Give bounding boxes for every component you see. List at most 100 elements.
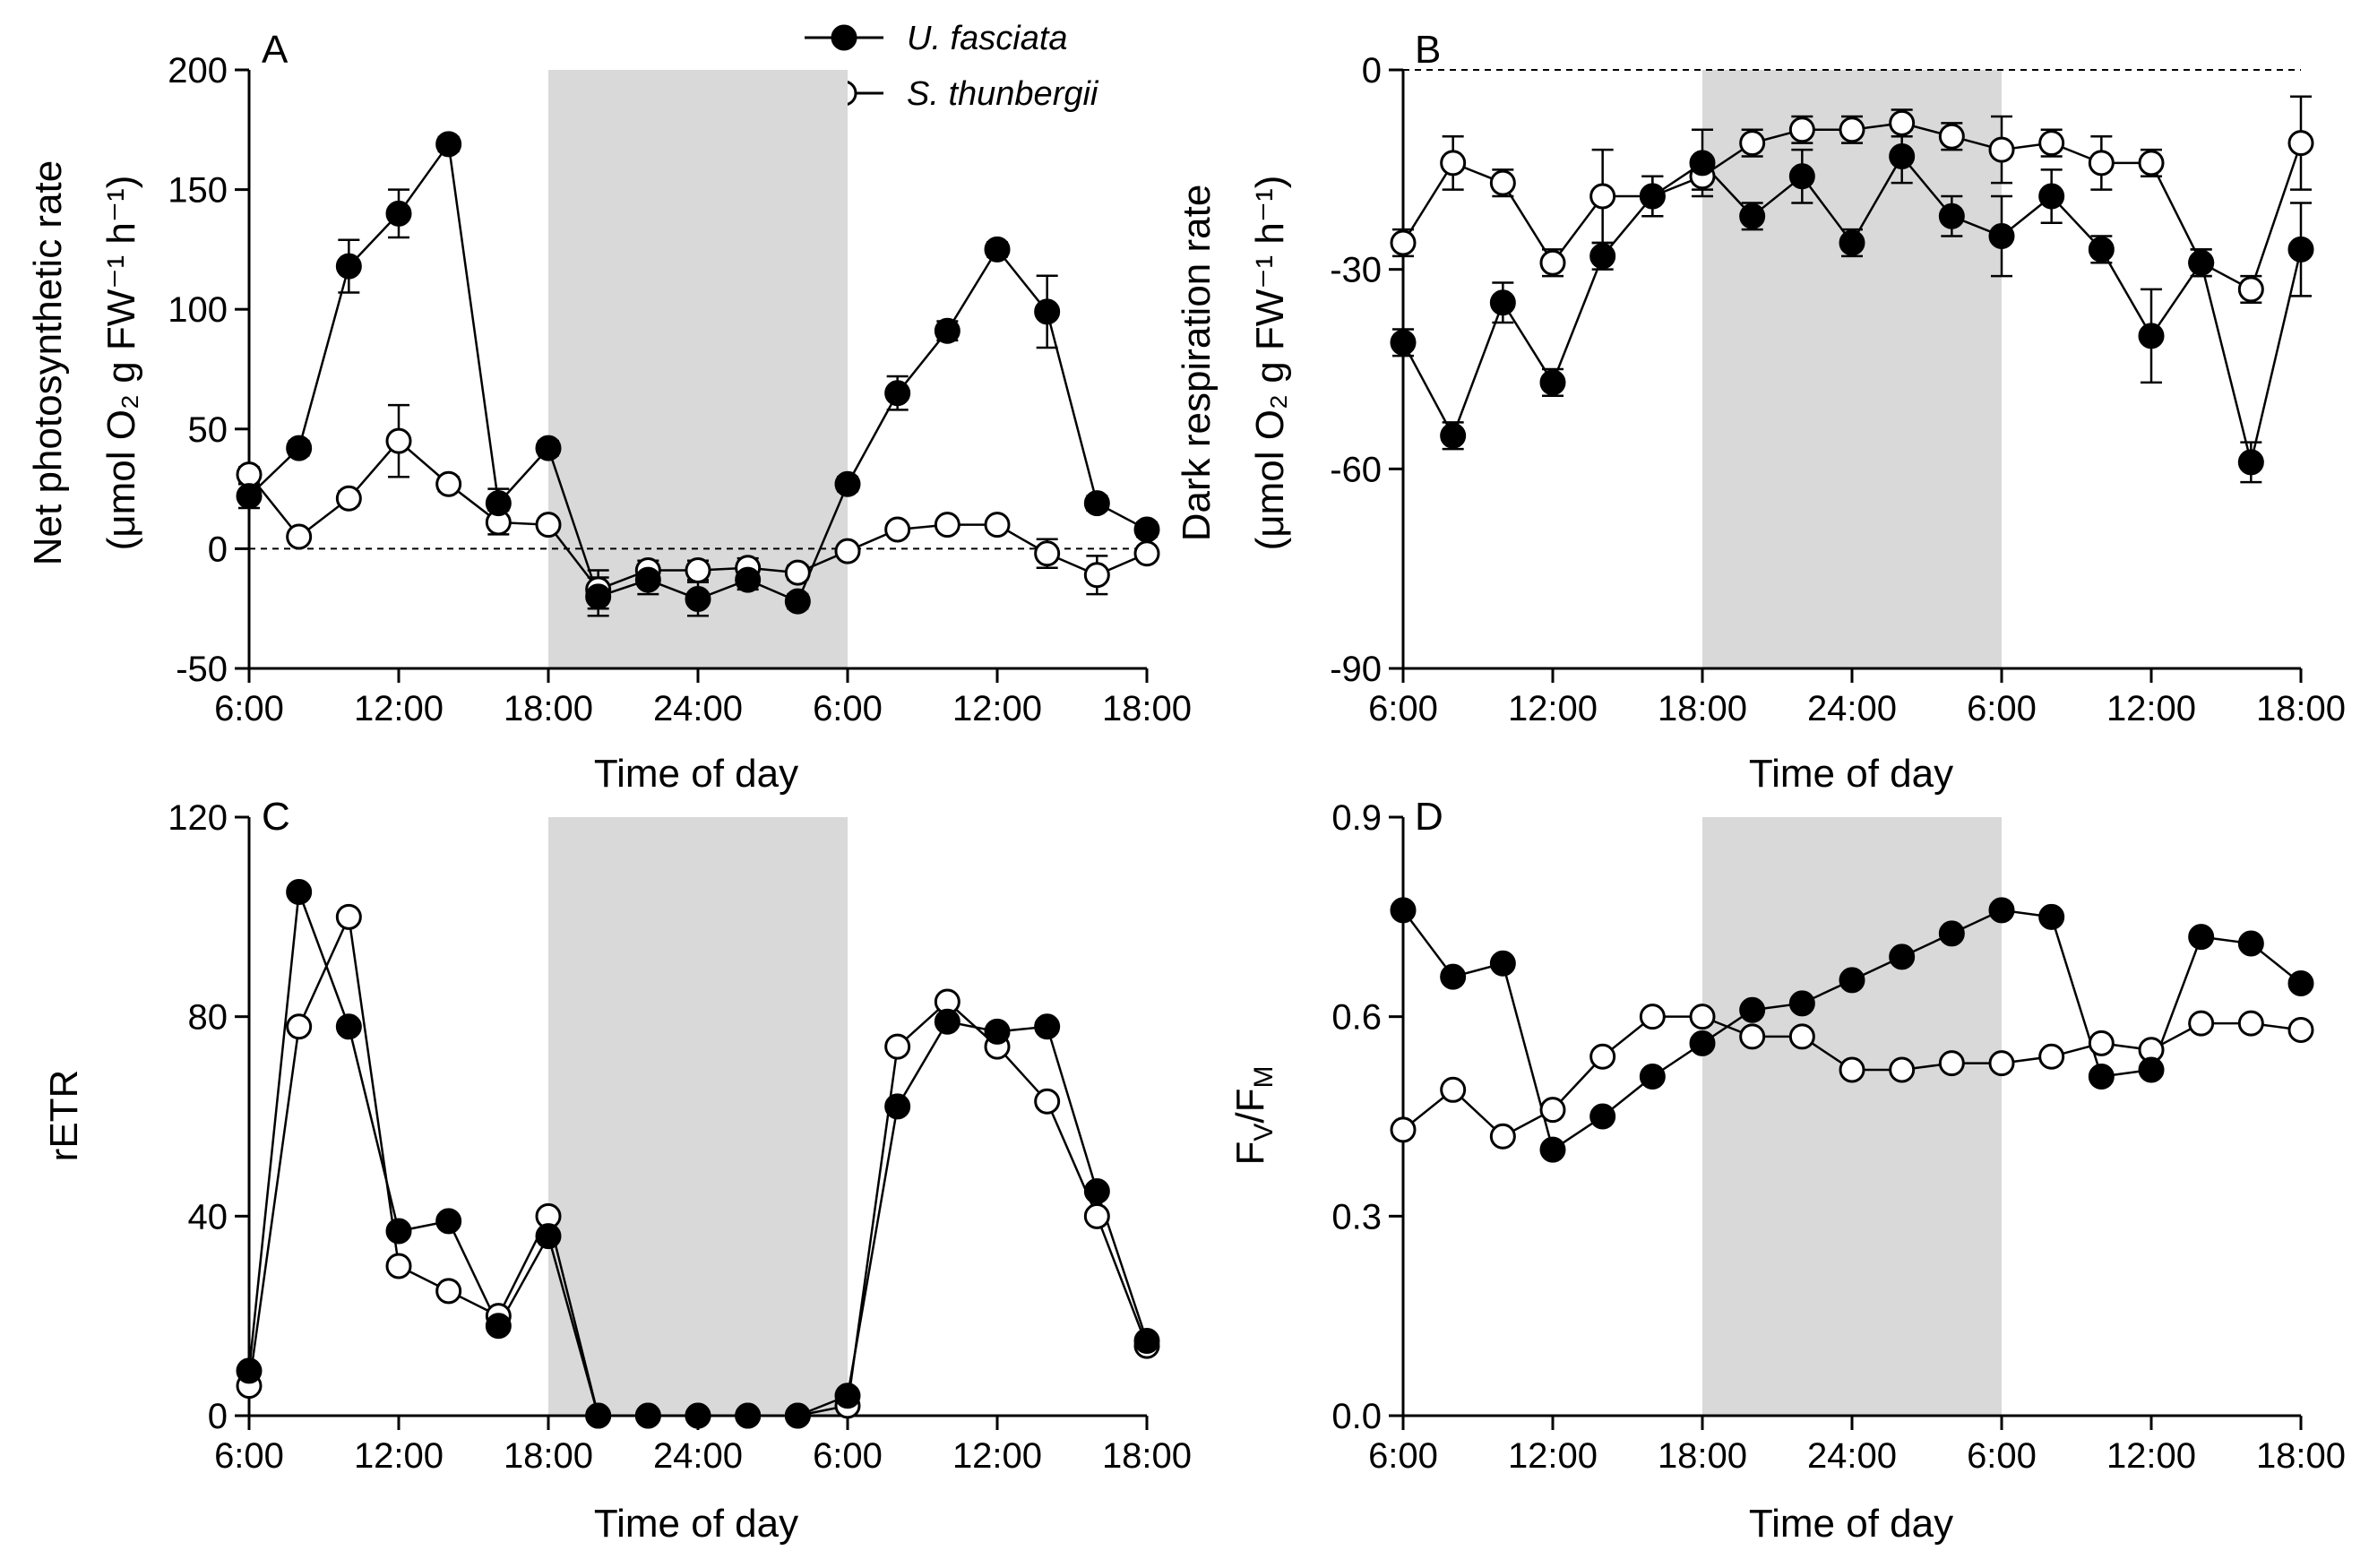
panel-c-point-u-fasciata bbox=[286, 879, 313, 905]
panel-d-xtick-label: 12:00 bbox=[1508, 1436, 1598, 1476]
panel-c-point-u-fasciata bbox=[435, 1208, 462, 1235]
panel-b-point-u-fasciata bbox=[1489, 289, 1516, 316]
panel-d-point-s-thunbergii bbox=[1539, 1097, 1566, 1124]
panel-a-point-u-fasciata bbox=[585, 583, 612, 610]
panel-d-point-s-thunbergii bbox=[1390, 1116, 1417, 1143]
panel-d-ytick-label: 0.0 bbox=[1331, 1397, 1382, 1436]
panel-b-point-s-thunbergii bbox=[1988, 136, 2015, 163]
panel-c-xtick-label: 12:00 bbox=[952, 1436, 1042, 1476]
panel-b-ylabel-unit: (μmol O₂ g FW⁻¹ h⁻¹) bbox=[1248, 176, 1292, 551]
panel-c-xlabel: Time of day bbox=[594, 1502, 798, 1546]
panel-b-point-u-fasciata bbox=[1788, 163, 1815, 190]
panel-b-point-s-thunbergii bbox=[1489, 169, 1516, 196]
panel-d-point-u-fasciata bbox=[1440, 963, 1467, 990]
panel-b-plot: -90 -60 -30 0 6:00 12:00 18:00 24:00 6:00 12:00 18… bbox=[1330, 51, 2346, 728]
panel-c-xtick-label: 12:00 bbox=[354, 1436, 444, 1476]
panel-b-xtick-label: 6:00 bbox=[1967, 689, 2037, 728]
panel-a-point-u-fasciata bbox=[385, 200, 412, 227]
panel-a-point-s-thunbergii bbox=[834, 538, 861, 564]
legend-label-u-fasciata: U. fasciata bbox=[907, 20, 1068, 57]
panel-a-point-s-thunbergii bbox=[884, 516, 911, 543]
panel-b-xtick-label: 18:00 bbox=[2256, 689, 2346, 728]
panel-d-point-s-thunbergii bbox=[2188, 1010, 2215, 1037]
panel-d-night-shade bbox=[1702, 817, 2002, 1416]
panel-d-point-s-thunbergii bbox=[1988, 1050, 2015, 1077]
panel-d-point-u-fasciata bbox=[2138, 1056, 2165, 1083]
panel-b-point-s-thunbergii bbox=[1440, 150, 1467, 177]
panel-b-point-s-thunbergii bbox=[1938, 123, 1965, 150]
panel-b-xtick-label: 24:00 bbox=[1807, 689, 1897, 728]
panel-a-ytick-label: 100 bbox=[168, 290, 228, 330]
panel-d-point-u-fasciata bbox=[1689, 1030, 1716, 1056]
panel-d-point-s-thunbergii bbox=[1839, 1056, 1865, 1083]
panel-d-ytick-label: 0.3 bbox=[1331, 1197, 1382, 1236]
panel-a-xtick-label: 24:00 bbox=[653, 689, 743, 728]
panel-b: B Dark respiration rate (μmol O₂ g FW⁻¹ … bbox=[1175, 28, 1953, 796]
panel-b-point-s-thunbergii bbox=[2038, 130, 2065, 157]
panel-a-ytick-label: 0 bbox=[208, 530, 228, 569]
panel-b-point-u-fasciata bbox=[1440, 422, 1467, 449]
panel-a-point-u-fasciata bbox=[485, 490, 512, 517]
panel-c-point-u-fasciata bbox=[884, 1093, 911, 1120]
panel-c-xtick-label: 6:00 bbox=[813, 1436, 883, 1476]
panel-d-xtick-label: 6:00 bbox=[1368, 1436, 1438, 1476]
panel-c-point-u-fasciata bbox=[685, 1402, 711, 1429]
panel-d-letter: D bbox=[1415, 795, 1443, 839]
panel-c-xtick-label: 18:00 bbox=[504, 1436, 593, 1476]
panel-d-point-u-fasciata bbox=[1639, 1063, 1666, 1090]
panel-d-point-s-thunbergii bbox=[1689, 1004, 1716, 1030]
plots: -50 0 50 100 150 200 6:00 12:00 18:00 24:00 6:00 12… bbox=[168, 51, 2346, 1476]
panel-c-ylabel: rETR bbox=[42, 1070, 86, 1162]
panel-a-point-u-fasciata bbox=[535, 435, 562, 461]
panel-a-point-u-fasciata bbox=[934, 317, 961, 344]
panel-b-point-u-fasciata bbox=[1639, 183, 1666, 210]
panel-a-point-u-fasciata bbox=[634, 566, 661, 593]
panel-d-xtick-label: 18:00 bbox=[1658, 1436, 1747, 1476]
panel-a-point-s-thunbergii bbox=[286, 523, 313, 550]
panel-d-ytick-label: 0.6 bbox=[1331, 998, 1382, 1038]
panel-a-point-u-fasciata bbox=[286, 435, 313, 461]
panel-c-point-u-fasciata bbox=[485, 1313, 512, 1340]
panel-b-point-u-fasciata bbox=[1988, 223, 2015, 250]
panel-c-point-u-fasciata bbox=[335, 1013, 362, 1040]
panel-b-point-s-thunbergii bbox=[1788, 116, 1815, 143]
panel-b-xlabel: Time of day bbox=[1749, 752, 1953, 796]
panel-c: C rETR Time of day bbox=[42, 795, 798, 1546]
panel-a-point-s-thunbergii bbox=[784, 559, 811, 586]
panel-d-point-u-fasciata bbox=[1539, 1136, 1566, 1163]
panel-a-xtick-label: 6:00 bbox=[813, 689, 883, 728]
panel-b-ytick-label: -30 bbox=[1330, 251, 1382, 290]
panel-b-point-s-thunbergii bbox=[2138, 150, 2165, 177]
panel-b-xtick-label: 18:00 bbox=[1658, 689, 1747, 728]
panel-d-point-s-thunbergii bbox=[2237, 1010, 2264, 1037]
panel-a-ytick-label: 150 bbox=[168, 171, 228, 211]
panel-b-ytick-label: -60 bbox=[1330, 450, 1382, 489]
panel-b-letter: B bbox=[1415, 28, 1441, 72]
panel-b-point-u-fasciata bbox=[1390, 329, 1417, 356]
panel-a-xtick-label: 18:00 bbox=[1102, 689, 1192, 728]
panel-c-plot: 0 40 80 120 6:00 12:00 18:00 24:00 6:00 12:00 18:0… bbox=[168, 798, 1192, 1476]
panel-a-point-s-thunbergii bbox=[1034, 540, 1061, 567]
panel-a-point-s-thunbergii bbox=[1083, 562, 1110, 589]
panel-c-point-s-thunbergii bbox=[385, 1253, 412, 1279]
panel-b-xtick-label: 12:00 bbox=[2106, 689, 2196, 728]
panel-d-point-u-fasciata bbox=[1839, 967, 1865, 994]
panel-b-night-shade bbox=[1702, 70, 2002, 668]
panel-c-xtick-label: 18:00 bbox=[1102, 1436, 1192, 1476]
panel-d-point-u-fasciata bbox=[1739, 996, 1766, 1023]
panel-b-point-u-fasciata bbox=[2287, 236, 2314, 263]
panel-a-xtick-label: 12:00 bbox=[354, 689, 444, 728]
panel-b-point-u-fasciata bbox=[2188, 249, 2215, 276]
panel-d-point-u-fasciata bbox=[1589, 1103, 1616, 1130]
panel-c-point-u-fasciata bbox=[385, 1218, 412, 1245]
panel-d-point-u-fasciata bbox=[2038, 903, 2065, 930]
panel-a-point-u-fasciata bbox=[984, 236, 1011, 263]
panel-a-ytick-label: -50 bbox=[176, 650, 228, 689]
panel-c-point-u-fasciata bbox=[1034, 1013, 1061, 1040]
panel-b-point-s-thunbergii bbox=[2088, 150, 2115, 177]
panel-c-point-u-fasciata bbox=[784, 1402, 811, 1429]
panel-d-xtick-label: 12:00 bbox=[2106, 1436, 2196, 1476]
panel-d-point-u-fasciata bbox=[1788, 990, 1815, 1017]
panel-c-point-u-fasciata bbox=[634, 1402, 661, 1429]
panel-b-ytick-label: -90 bbox=[1330, 650, 1382, 689]
